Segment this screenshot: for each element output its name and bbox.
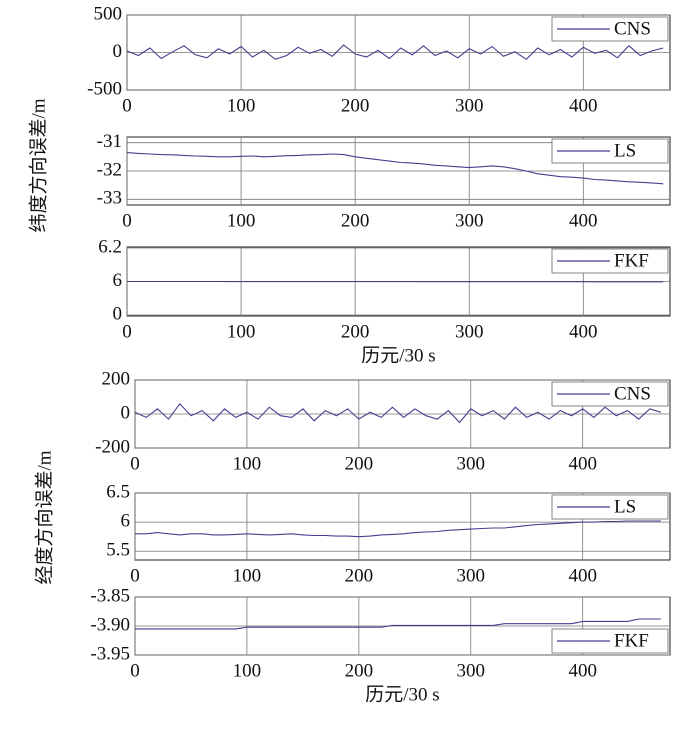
- x-tick-label: 400: [569, 210, 598, 231]
- legend-label: FKF: [614, 630, 649, 651]
- series-line: [126, 152, 664, 185]
- x-tick-label: 200: [341, 321, 370, 342]
- x-tick-label: 300: [455, 95, 484, 116]
- y-tick-label: -3.85: [90, 585, 130, 606]
- legend-label: FKF: [614, 250, 649, 271]
- x-tick-label: 200: [341, 210, 370, 231]
- series-line: [126, 44, 664, 61]
- y-tick-label: 0: [113, 41, 123, 62]
- y-tick-label: 6: [113, 270, 123, 291]
- y-tick-label: 0: [121, 402, 131, 423]
- x-tick-label: 400: [569, 321, 598, 342]
- series-line: [135, 618, 661, 630]
- x-tick-label: 100: [233, 453, 262, 474]
- y-tick-label: 0: [113, 303, 123, 324]
- y-tick-label: 6: [121, 510, 131, 531]
- x-tick-label: 300: [457, 565, 486, 586]
- x-tick-label: 0: [130, 565, 140, 586]
- x-tick-label: 400: [568, 660, 597, 681]
- y-tick-label: -31: [97, 131, 122, 152]
- x-tick-label: 300: [457, 660, 486, 681]
- y-tick-label: 200: [102, 368, 131, 389]
- y-tick-label: -33: [97, 188, 122, 209]
- y-tick-label: 5.5: [106, 540, 130, 561]
- legend-label: CNS: [614, 383, 651, 404]
- legend-label: CNS: [614, 18, 651, 39]
- y-tick-label: 500: [94, 3, 123, 24]
- x-tick-label: 0: [122, 210, 132, 231]
- series-line: [134, 402, 662, 424]
- x-tick-label: 200: [345, 565, 374, 586]
- x-tick-label: 400: [568, 565, 597, 586]
- x-tick-label: 300: [455, 321, 484, 342]
- y-tick-label: -500: [87, 78, 122, 99]
- y-tick-label: -3.95: [90, 643, 130, 664]
- x-tick-label: 0: [130, 660, 140, 681]
- y-axis-label: 纬度方向误差/m: [27, 98, 49, 232]
- y-tick-label: -200: [95, 436, 130, 457]
- y-tick-label: -3.90: [90, 614, 130, 635]
- y-tick-label: 6.5: [106, 481, 130, 502]
- x-tick-label: 100: [233, 565, 262, 586]
- x-tick-label: 100: [227, 95, 256, 116]
- legend-label: LS: [614, 496, 636, 517]
- x-tick-label: 400: [568, 453, 597, 474]
- x-tick-label: 0: [122, 95, 132, 116]
- x-tick-label: 0: [122, 321, 132, 342]
- x-tick-label: 400: [569, 95, 598, 116]
- series-line: [135, 520, 661, 538]
- x-tick-label: 100: [227, 210, 256, 231]
- x-tick-label: 200: [345, 660, 374, 681]
- x-tick-label: 200: [341, 95, 370, 116]
- x-axis-label: 历元/30 s: [361, 345, 435, 366]
- x-tick-label: 100: [227, 321, 256, 342]
- x-tick-label: 200: [345, 453, 374, 474]
- x-tick-label: 0: [130, 453, 140, 474]
- x-tick-label: 100: [233, 660, 262, 681]
- y-tick-label: -32: [97, 159, 122, 180]
- legend-label: LS: [614, 140, 636, 161]
- x-tick-label: 300: [455, 210, 484, 231]
- x-tick-label: 300: [457, 453, 486, 474]
- x-axis-label: 历元/30 s: [365, 684, 439, 705]
- y-axis-label: 经度方向误差/m: [33, 450, 55, 584]
- y-tick-label: 6.2: [98, 236, 122, 257]
